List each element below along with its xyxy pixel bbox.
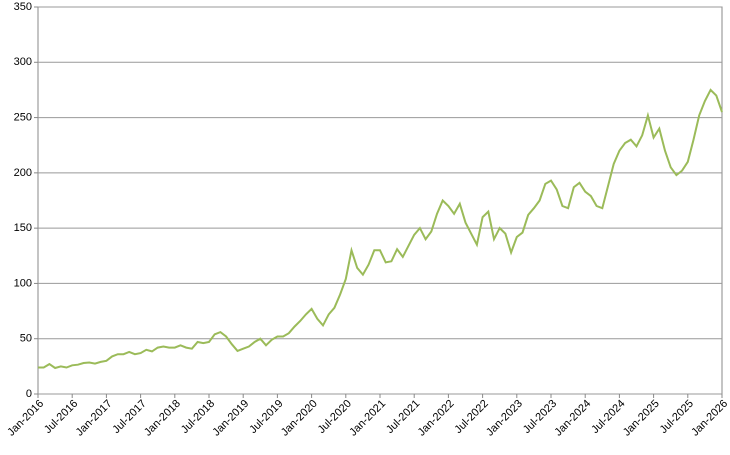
x-tick-label: Jan-2017: [74, 398, 115, 439]
x-tick-label: Jan-2018: [142, 398, 183, 439]
x-tick-label: Jan-2019: [210, 398, 251, 439]
y-tick-label: 300: [14, 56, 32, 68]
y-tick-label: 250: [14, 111, 32, 123]
plot-area: [37, 6, 723, 395]
x-tick-label: Jan-2016: [5, 398, 46, 439]
x-tick-label: Jan-2023: [484, 398, 525, 439]
y-tick-label: 350: [14, 1, 32, 13]
y-tick-label: 150: [14, 222, 32, 234]
x-tick-label: Jan-2020: [279, 398, 320, 439]
x-tick-label: Jan-2022: [416, 398, 457, 439]
price-line: [38, 88, 723, 370]
y-tick-label: 0: [26, 388, 32, 400]
y-tick-label: 100: [14, 277, 32, 289]
x-tick-label: Jan-2026: [689, 398, 730, 439]
x-tick-label: Jan-2024: [552, 398, 593, 439]
y-tick-label: 50: [20, 333, 32, 345]
x-tick-label: Jan-2021: [347, 398, 388, 439]
x-tick-label: Jan-2025: [621, 398, 662, 439]
y-tick-label: 200: [14, 167, 32, 179]
